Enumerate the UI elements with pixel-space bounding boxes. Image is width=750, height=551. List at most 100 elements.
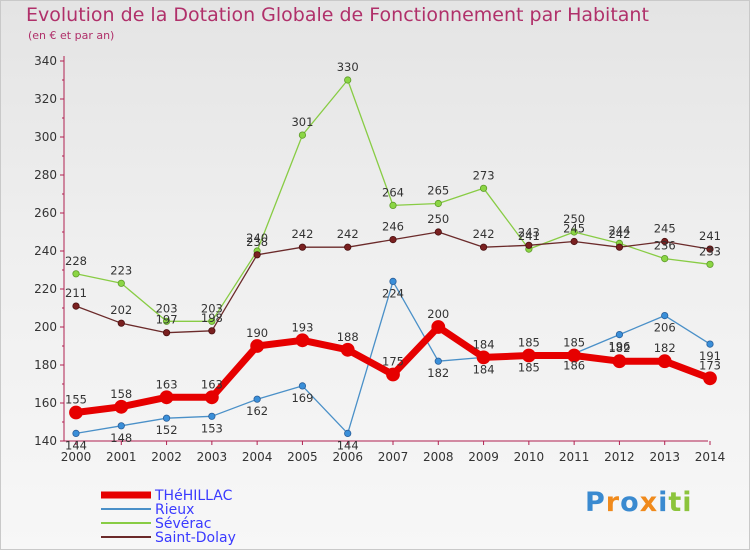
data-label-rieux: 224 [382,286,404,300]
legend-label: THéHILLAC [154,488,233,504]
data-label-svrac: 203 [156,301,178,315]
x-tick-label: 2001 [106,450,137,464]
point-thhillac [612,354,627,369]
point-svrac [434,199,442,208]
x-tick-label: 2005 [287,450,318,464]
point-saintdolay [434,228,442,236]
point-saintdolay [162,329,171,337]
data-label-rieux: 162 [246,404,268,418]
point-thhillac [204,390,219,405]
point-thhillac [159,390,174,405]
data-label-svrac: 273 [473,168,495,182]
point-rieux [706,340,714,348]
data-label-svrac: 265 [427,184,449,198]
point-thhillac [69,405,83,420]
point-thhillac [340,342,355,357]
data-label-rieux: 144 [65,438,87,452]
legend-label: Rieux [155,502,194,518]
point-rieux [162,414,171,422]
data-label-svrac: 240 [246,231,268,245]
point-rieux [389,277,397,285]
x-tick-label: 2014 [695,450,726,464]
y-tick-label: 340 [34,54,57,68]
point-svrac [72,270,80,278]
series-layer [69,76,717,437]
point-svrac [208,317,216,325]
data-label-svrac: 228 [65,254,87,268]
x-tick-label: 2003 [197,450,228,464]
y-tick-label: 160 [34,396,57,410]
data-label-thhillac: 190 [246,326,268,340]
data-label-rieux: 196 [608,340,630,354]
data-label-svrac: 241 [518,229,540,243]
data-label-rieux: 186 [563,359,585,373]
y-tick-label: 240 [34,244,57,258]
point-saintdolay [253,251,261,259]
x-tick-label: 2011 [559,450,590,464]
point-svrac [661,255,669,263]
series-line-svrac [75,79,711,322]
point-svrac [344,76,352,84]
x-tick-label: 2010 [514,450,545,464]
point-thhillac [295,333,310,348]
point-svrac [479,184,488,192]
logo-letter: r [605,487,621,518]
logo-letter: i [658,487,669,518]
proxiti-logo: Proxiti [585,487,693,518]
data-label-saintdolay: 198 [201,311,223,325]
data-label-saintdolay: 211 [65,286,87,300]
data-label-thhillac: 188 [337,330,359,344]
point-saintdolay [72,302,80,310]
point-svrac [117,279,125,287]
legend-label: Saint-Dolay [155,530,236,546]
data-label-rieux: 182 [427,366,449,380]
legend-label: Sévérac [155,516,211,532]
point-rieux [253,395,261,403]
data-label-rieux: 148 [110,431,132,445]
y-tick-label: 140 [34,434,57,448]
data-label-thhillac: 200 [427,307,449,321]
data-labels: 144 148 152 153 162 169 144 224 182 184 185 186 196 2… [65,60,721,452]
data-label-saintdolay: 250 [427,212,449,226]
y-tick-label: 280 [34,168,57,182]
x-tick-label: 2002 [151,450,182,464]
data-label-rieux: 153 [201,421,223,435]
point-saintdolay [706,245,714,253]
data-label-thhillac: 155 [65,393,87,407]
point-saintdolay [298,243,307,251]
x-tick-label: 2007 [378,450,409,464]
data-label-thhillac: 185 [563,336,585,350]
point-saintdolay [615,243,624,251]
data-label-rieux: 184 [473,362,495,376]
logo-letter: x [639,487,659,518]
x-tick-label: 2000 [61,450,92,464]
point-saintdolay [208,327,216,335]
data-label-saintdolay: 242 [473,227,495,241]
data-label-saintdolay: 197 [156,313,178,327]
chart-title: Evolution de la Dotation Globale de Fonc… [26,4,649,26]
point-thhillac [250,339,265,353]
data-label-saintdolay: 241 [699,229,721,243]
point-rieux [434,357,442,365]
data-label-thhillac: 175 [382,355,404,369]
point-rieux [615,330,624,339]
data-label-rieux: 169 [291,391,313,405]
point-rieux [344,429,352,437]
point-rieux [298,382,307,390]
y-tick-label: 180 [34,358,57,372]
data-label-rieux: 185 [518,361,540,375]
point-svrac [298,131,307,139]
x-tick-label: 2004 [242,450,273,464]
point-svrac [162,317,171,325]
point-thhillac [567,348,582,363]
data-label-thhillac: 173 [699,358,721,372]
point-rieux [208,412,216,420]
point-rieux [72,429,80,437]
data-label-saintdolay: 202 [110,303,132,317]
point-saintdolay [389,236,397,244]
data-label-svrac: 203 [201,301,223,315]
data-label-svrac: 264 [382,185,404,199]
data-label-thhillac: 163 [201,377,223,391]
